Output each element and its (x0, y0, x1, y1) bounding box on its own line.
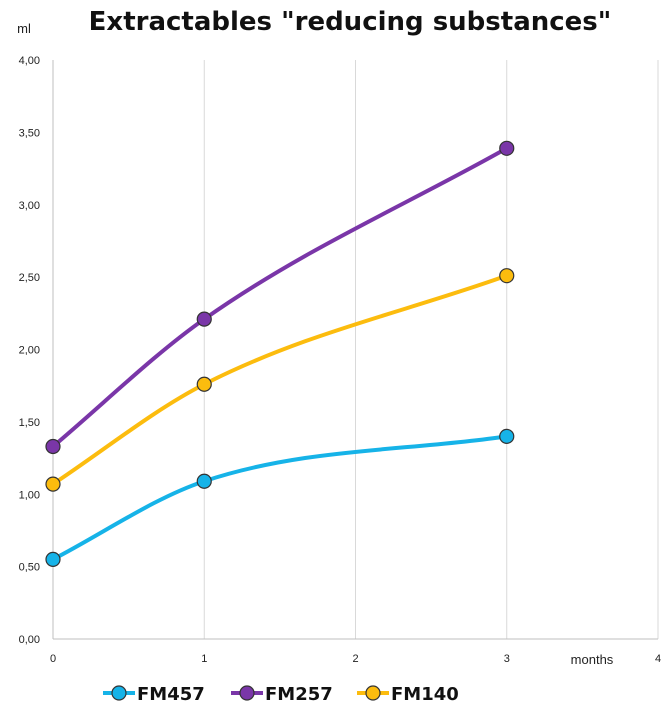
chart-title: Extractables "reducing substances" (89, 7, 612, 37)
series-line-fm257 (51, 146, 509, 449)
y-tick-label: 2,50 (19, 272, 40, 284)
series-line-fm457 (51, 434, 509, 562)
y-tick-label: 3,50 (19, 127, 40, 139)
legend-item-fm140: FM140 (357, 684, 459, 705)
y-tick-label: 0,00 (19, 634, 40, 646)
legend-label-fm457: FM457 (137, 684, 205, 705)
axes (52, 60, 658, 640)
legend-item-fm257: FM257 (231, 684, 333, 705)
data-point-fm257-1 (196, 311, 212, 327)
legend-marker-fm257 (239, 685, 255, 701)
y-axis-label: ml (17, 21, 31, 36)
data-point-fm140-1 (196, 376, 212, 392)
x-tick-label: 3 (504, 653, 510, 665)
series-fm140 (45, 268, 515, 492)
series-fm257 (45, 140, 515, 455)
grid (203, 60, 659, 639)
y-tick-label: 1,00 (19, 489, 40, 501)
data-point-fm457-2 (499, 428, 515, 444)
y-tick-labels: 0,00 0,50 1,00 1,50 2,00 2,50 3,00 3,50 4,00 (19, 55, 40, 646)
series-layer (45, 140, 515, 567)
data-point-fm457-1 (196, 473, 212, 489)
x-tick-label: 1 (201, 653, 207, 665)
y-tick-label: 2,00 (19, 345, 40, 357)
series-line-fm140 (51, 273, 509, 487)
data-point-fm140-2 (499, 268, 515, 284)
x-tick-labels: 0 1 2 3 4 (50, 653, 661, 665)
x-tick-label: 4 (655, 653, 661, 665)
legend: FM457 FM257 FM140 (103, 684, 459, 705)
y-tick-label: 0,50 (19, 562, 40, 574)
x-tick-label: 2 (352, 653, 358, 665)
data-point-fm257-0 (45, 438, 61, 455)
data-point-fm257-2 (499, 140, 515, 156)
y-tick-label: 3,00 (19, 200, 40, 212)
x-axis-label: months (571, 652, 614, 667)
data-point-fm140-0 (45, 476, 61, 492)
legend-marker-fm457 (111, 685, 127, 701)
legend-label-fm257: FM257 (265, 684, 333, 705)
series-fm457 (45, 428, 515, 567)
legend-marker-fm140 (365, 685, 381, 701)
y-tick-label: 4,00 (19, 55, 40, 67)
x-tick-label: 0 (50, 653, 56, 665)
y-tick-label: 1,50 (19, 417, 40, 429)
legend-label-fm140: FM140 (391, 684, 459, 705)
data-point-fm457-0 (45, 551, 61, 567)
legend-item-fm457: FM457 (103, 684, 205, 705)
